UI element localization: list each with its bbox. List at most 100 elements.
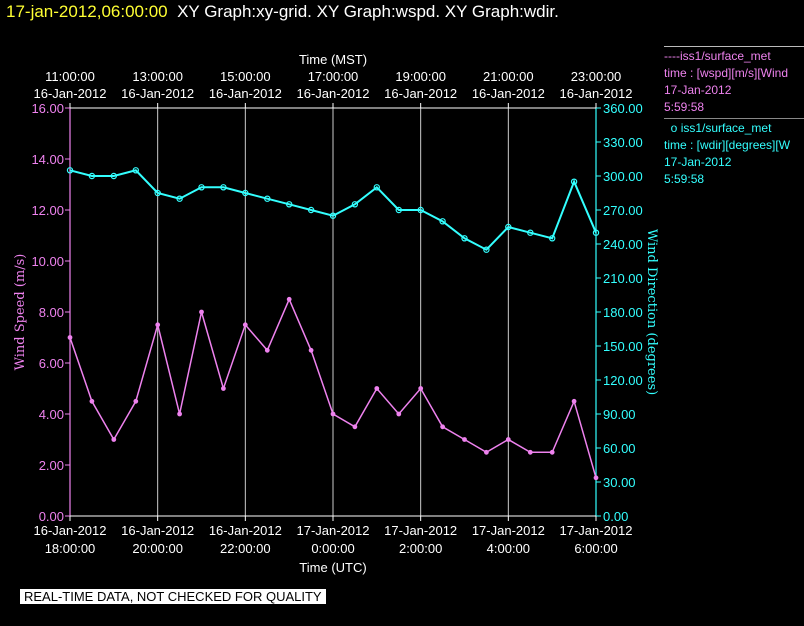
top-tick-date: 16-Jan-2012 bbox=[121, 86, 194, 101]
series-point-wspd bbox=[67, 335, 73, 340]
legend-wspd-name: iss1/surface_met bbox=[679, 49, 771, 63]
series-point-wspd bbox=[440, 424, 446, 430]
bottom-tick-date: 17-Jan-2012 bbox=[472, 523, 545, 538]
series-point-wdir bbox=[242, 189, 249, 197]
bottom-tick-time: 2:00:00 bbox=[399, 541, 442, 556]
series-point-wspd bbox=[133, 398, 139, 404]
header-timestamp: 17-jan-2012,06:00:00 bbox=[6, 2, 168, 21]
top-tick-date: 16-Jan-2012 bbox=[34, 86, 107, 101]
series-point-wdir bbox=[198, 184, 205, 191]
series-point-wdir bbox=[329, 212, 337, 219]
bottom-tick-time: 6:00:00 bbox=[574, 541, 617, 556]
right-tick-label: 150.00 bbox=[603, 339, 643, 354]
bottom-tick-date: 17-Jan-2012 bbox=[384, 523, 457, 538]
legend-divider bbox=[664, 46, 804, 47]
series-point-wspd bbox=[155, 322, 161, 328]
bottom-axis-title: Time (UTC) bbox=[299, 560, 366, 575]
series-point-wdir bbox=[351, 201, 359, 208]
series-point-wspd bbox=[286, 296, 292, 302]
top-tick-time: 13:00:00 bbox=[132, 69, 183, 84]
top-tick-time: 21:00:00 bbox=[483, 69, 534, 84]
bottom-tick-date: 16-Jan-2012 bbox=[121, 523, 194, 538]
legend-wspd: ----iss1/surface_met time : [wspd][m/s][… bbox=[664, 46, 804, 115]
right-tick-label: 210.00 bbox=[603, 271, 643, 286]
top-tick-date: 16-Jan-2012 bbox=[209, 86, 282, 101]
right-tick-label: 180.00 bbox=[603, 305, 643, 320]
series-point-wdir bbox=[439, 218, 446, 225]
right-tick-label: 120.00 bbox=[603, 373, 643, 388]
series-point-wdir bbox=[373, 184, 380, 191]
series-point-wspd bbox=[89, 398, 95, 404]
legend-wspd-date: 17-Jan-2012 bbox=[664, 83, 732, 97]
bottom-tick-date: 17-Jan-2012 bbox=[297, 523, 370, 538]
bottom-tick-date: 16-Jan-2012 bbox=[209, 523, 282, 538]
legend-divider bbox=[664, 118, 804, 119]
series-point-wspd bbox=[264, 347, 270, 353]
series-point-wdir bbox=[592, 229, 600, 236]
top-tick-date: 16-Jan-2012 bbox=[560, 86, 633, 101]
right-axis-title: Wind Direction (degrees) bbox=[644, 229, 659, 395]
left-axis-title: Wind Speed (m/s) bbox=[13, 254, 28, 371]
legend-wdir-time: 5:59:58 bbox=[664, 172, 705, 186]
series-point-wdir bbox=[483, 246, 490, 253]
top-tick-time: 23:00:00 bbox=[571, 69, 622, 84]
right-tick-label: 240.00 bbox=[603, 237, 643, 252]
series-point-wspd bbox=[199, 309, 204, 315]
left-tick-label: 0.00 bbox=[39, 509, 64, 524]
right-tick-label: 270.00 bbox=[603, 203, 643, 218]
bottom-tick-time: 4:00:00 bbox=[487, 541, 530, 556]
legend-wdir-name: iss1/surface_met bbox=[680, 121, 772, 135]
series-point-wspd bbox=[111, 437, 117, 442]
top-tick-date: 16-Jan-2012 bbox=[384, 86, 457, 101]
right-tick-label: 30.00 bbox=[603, 475, 636, 490]
legend-wdir: o iss1/surface_met time : [wdir][degrees… bbox=[664, 118, 804, 187]
legend-wdir-marker: o bbox=[670, 121, 678, 135]
right-tick-label: 330.00 bbox=[603, 135, 643, 150]
series-point-wdir bbox=[66, 167, 74, 174]
series-point-wspd bbox=[352, 424, 358, 430]
series-point-wspd bbox=[220, 386, 226, 391]
legend-wdir-date: 17-Jan-2012 bbox=[664, 155, 732, 169]
series-point-wspd bbox=[330, 411, 336, 417]
series-point-wdir bbox=[286, 201, 293, 208]
top-tick-time: 19:00:00 bbox=[395, 69, 446, 84]
series-point-wdir bbox=[88, 172, 96, 180]
series-point-wspd bbox=[505, 437, 511, 442]
bottom-tick-time: 22:00:00 bbox=[220, 541, 271, 556]
top-tick-time: 15:00:00 bbox=[220, 69, 271, 84]
right-tick-label: 60.00 bbox=[603, 441, 636, 456]
series-point-wdir bbox=[264, 195, 271, 202]
series-point-wspd bbox=[418, 386, 424, 391]
series-point-wspd bbox=[374, 386, 380, 391]
bottom-tick-time: 20:00:00 bbox=[132, 541, 183, 556]
series-point-wdir bbox=[307, 206, 315, 214]
series-point-wdir bbox=[110, 172, 118, 180]
series-point-wspd bbox=[549, 449, 555, 455]
left-tick-label: 8.00 bbox=[39, 305, 64, 320]
series-point-wdir bbox=[395, 206, 402, 214]
right-tick-label: 360.00 bbox=[603, 101, 643, 116]
top-tick-time: 11:00:00 bbox=[45, 69, 95, 84]
top-tick-date: 16-Jan-2012 bbox=[297, 86, 370, 101]
header-title: 17-jan-2012,06:00:00 XY Graph:xy-grid. X… bbox=[6, 2, 559, 22]
legend-wspd-time: 5:59:58 bbox=[664, 100, 705, 114]
top-tick-date: 16-Jan-2012 bbox=[472, 86, 545, 101]
series-point-wdir bbox=[154, 189, 161, 197]
series-point-wspd bbox=[462, 437, 467, 442]
left-tick-label: 16.00 bbox=[31, 101, 64, 116]
series-point-wdir bbox=[549, 235, 556, 242]
series-point-wspd bbox=[527, 449, 533, 455]
legend-wspd-var: time : [wspd][m/s][Wind bbox=[664, 66, 789, 80]
right-tick-label: 300.00 bbox=[603, 169, 643, 184]
series-point-wspd bbox=[242, 322, 248, 328]
series-point-wdir bbox=[176, 195, 183, 202]
left-tick-label: 6.00 bbox=[39, 356, 64, 371]
left-tick-label: 14.00 bbox=[31, 152, 64, 167]
series-point-wdir bbox=[527, 229, 534, 236]
left-tick-label: 10.00 bbox=[31, 254, 64, 269]
series-point-wspd bbox=[396, 411, 402, 417]
quality-disclaimer: REAL-TIME DATA, NOT CHECKED FOR QUALITY bbox=[20, 589, 326, 604]
series-point-wdir bbox=[461, 235, 468, 242]
left-tick-label: 4.00 bbox=[39, 407, 64, 422]
